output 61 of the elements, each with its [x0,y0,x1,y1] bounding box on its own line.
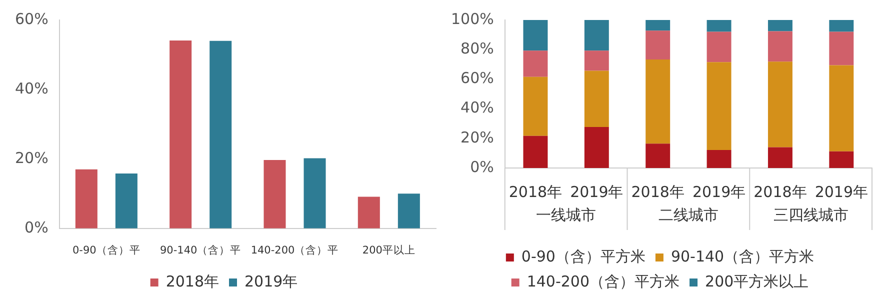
x-tick-label: 2018年 [631,182,684,201]
y-tick-label: 40% [460,98,494,117]
x-tick-label: 2019年 [692,182,746,201]
bar [358,196,380,228]
bar [304,158,326,228]
legend-label: 0-90（含）平方米 [521,247,646,266]
bar [829,20,854,32]
bar [210,40,232,228]
bar [646,144,670,168]
bar [398,194,420,228]
bar [768,31,792,62]
y-tick-label: 60% [14,10,48,28]
bar [523,76,548,136]
x-tick-label: 90-140（含）平 [160,243,242,256]
x-tick-label: 140-200（含）平 [250,243,339,256]
legend-label: 90-140（含）平方米 [670,247,814,266]
x-tick-label: 0-90（含）平 [72,243,140,256]
bar [584,50,609,71]
text: 三四线城市 [773,206,848,224]
bar [829,65,854,152]
y-tick-label: 20% [14,148,48,167]
bar [706,20,732,32]
x-tick-label: 2018年 [754,182,807,201]
x-tick-label: 2019年 [814,182,868,201]
text: 一线城市 [536,206,596,224]
text: 二线城市 [658,206,718,224]
y-tick-label: 100% [450,10,494,28]
bar [706,62,732,150]
x-tick-label: 2018年 [508,182,562,201]
y-tick-label: 0% [24,218,48,236]
legend-label: 140-200（含）平方米 [526,272,680,290]
x-tick-label: 2019年 [570,182,624,201]
bar [115,174,138,228]
bar [75,169,98,228]
y-tick-label: 80% [460,39,494,58]
bar [170,40,192,228]
bar [706,32,732,62]
legend-label: 2019年 [244,272,298,290]
bar [646,60,670,144]
y-tick-label: 20% [460,128,494,146]
bar [646,20,670,31]
legend-label: 200平方米以上 [705,272,809,290]
bar [706,150,732,168]
y-tick-label: 60% [460,69,494,88]
y-tick-label: 40% [14,79,48,98]
legend-label: 2018年 [166,272,220,290]
x-tick-label: 200平以上 [362,243,416,256]
bar [264,160,286,228]
bar [768,147,792,168]
bar [523,50,548,77]
bar [829,32,854,66]
bar [829,151,854,168]
bar [584,20,609,51]
bar [523,20,548,51]
y-tick-label: 0% [470,158,494,176]
bar [584,70,609,128]
bar [768,20,792,32]
bar [584,127,609,168]
bar [523,136,548,168]
bar [768,62,792,148]
bar [646,30,670,60]
